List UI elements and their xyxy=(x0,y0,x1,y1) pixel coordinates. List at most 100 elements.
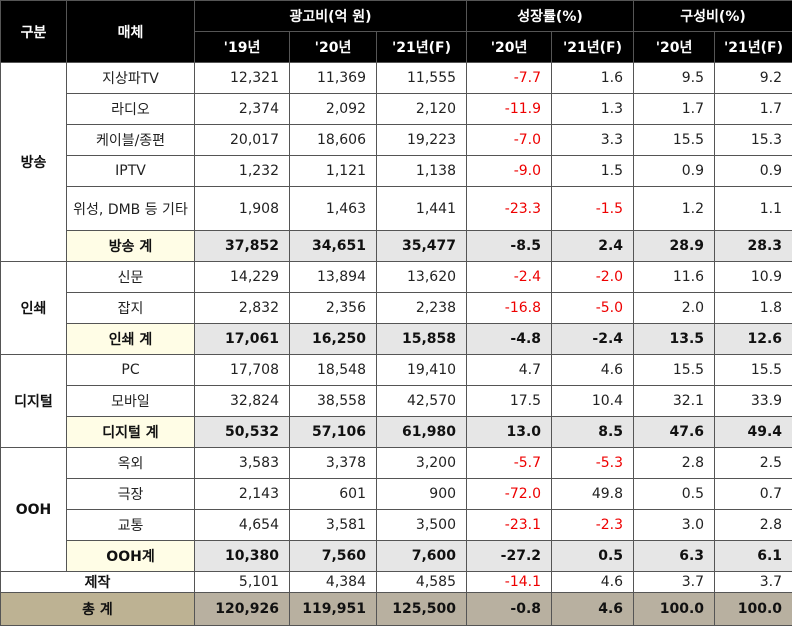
year-header: '21년(F) xyxy=(375,31,468,63)
value-cell: 3,500 xyxy=(375,509,468,541)
value-cell: 1,121 xyxy=(289,155,377,187)
value-cell: 12,321 xyxy=(194,62,290,94)
media-label: 옥외 xyxy=(66,447,195,479)
value-cell: -7.0 xyxy=(466,124,553,156)
value-cell: -8.5 xyxy=(466,230,553,262)
share-header: 구성비(%) xyxy=(633,0,792,32)
subtotal-row: OOH계 10,380 7,560 7,600 -27.2 0.5 6.3 6.1 xyxy=(1,540,792,572)
value-cell: 4,654 xyxy=(194,509,290,541)
media-label: 극장 xyxy=(66,478,195,510)
value-cell: 120,926 xyxy=(194,592,290,626)
value-cell: -7.7 xyxy=(466,62,553,94)
value-cell: 0.9 xyxy=(714,155,792,187)
value-cell: 3,378 xyxy=(289,447,377,479)
value-cell: 3,583 xyxy=(194,447,290,479)
value-cell: 1.6 xyxy=(551,62,635,94)
subtotal-row: 방송 계 37,852 34,651 35,477 -8.5 2.4 28.9 28.3 xyxy=(1,230,792,262)
category-label: OOH xyxy=(0,447,67,572)
growth-header: 성장률(%) xyxy=(466,0,635,32)
value-cell: 2.0 xyxy=(633,292,716,324)
value-cell: 1,908 xyxy=(194,186,290,231)
value-cell: 900 xyxy=(375,478,468,510)
subtotal-label: 디지털 계 xyxy=(66,416,195,448)
value-cell: 1,232 xyxy=(194,155,290,187)
value-cell: -1.5 xyxy=(551,186,635,231)
value-cell: 2,092 xyxy=(289,93,377,125)
value-cell: 1,138 xyxy=(375,155,468,187)
value-cell: 119,951 xyxy=(289,592,377,626)
value-cell: 13.5 xyxy=(633,323,716,355)
value-cell: -72.0 xyxy=(466,478,553,510)
value-cell: 32.1 xyxy=(633,385,716,417)
value-cell: 0.5 xyxy=(551,540,635,572)
year-header: '20년 xyxy=(466,31,553,63)
value-cell: -2.0 xyxy=(551,261,635,293)
year-header: '19년 xyxy=(194,31,290,63)
value-cell: -14.1 xyxy=(466,571,553,593)
media-label: IPTV xyxy=(66,155,195,187)
category-header: 구분 xyxy=(0,0,67,63)
value-cell: 9.2 xyxy=(714,62,792,94)
value-cell: 6.1 xyxy=(714,540,792,572)
table-row: 케이블/종편 20,017 18,606 19,223 -7.0 3.3 15.5 15.3 xyxy=(1,124,792,156)
year-header: '20년 xyxy=(633,31,716,63)
value-cell: 11,369 xyxy=(289,62,377,94)
value-cell: 10.9 xyxy=(714,261,792,293)
value-cell: 49.4 xyxy=(714,416,792,448)
table-row: IPTV 1,232 1,121 1,138 -9.0 1.5 0.9 0.9 xyxy=(1,155,792,187)
category-label: 인쇄 xyxy=(0,261,67,355)
value-cell: 3.7 xyxy=(633,571,716,593)
value-cell: 15.3 xyxy=(714,124,792,156)
year-header: '20년 xyxy=(289,31,377,63)
value-cell: 17,061 xyxy=(194,323,290,355)
value-cell: 4.7 xyxy=(466,354,553,386)
value-cell: 1.5 xyxy=(551,155,635,187)
value-cell: 1.2 xyxy=(633,186,716,231)
value-cell: 4.6 xyxy=(551,354,635,386)
media-label: 위성, DMB 등 기타 xyxy=(66,186,195,231)
category-label: 디지털 xyxy=(0,354,67,448)
value-cell: 3,581 xyxy=(289,509,377,541)
year-header: '21년(F) xyxy=(551,31,635,63)
value-cell: 1,441 xyxy=(375,186,468,231)
value-cell: 28.3 xyxy=(714,230,792,262)
value-cell: 37,852 xyxy=(194,230,290,262)
value-cell: 11.6 xyxy=(633,261,716,293)
value-cell: 57,106 xyxy=(289,416,377,448)
value-cell: 19,223 xyxy=(375,124,468,156)
value-cell: 50,532 xyxy=(194,416,290,448)
subtotal-row: 디지털 계 50,532 57,106 61,980 13.0 8.5 47.6 49.4 xyxy=(1,416,792,448)
value-cell: -27.2 xyxy=(466,540,553,572)
value-cell: 5,101 xyxy=(194,571,290,593)
value-cell: -5.0 xyxy=(551,292,635,324)
value-cell: 4,585 xyxy=(375,571,468,593)
subtotal-label: 인쇄 계 xyxy=(66,323,195,355)
value-cell: 8.5 xyxy=(551,416,635,448)
media-label: 모바일 xyxy=(66,385,195,417)
value-cell: 18,548 xyxy=(289,354,377,386)
value-cell: 16,250 xyxy=(289,323,377,355)
media-label: 케이블/종편 xyxy=(66,124,195,156)
ad-spend-header: 광고비(억 원) xyxy=(193,0,468,32)
subtotal-label: 방송 계 xyxy=(66,230,195,262)
value-cell: 3.3 xyxy=(551,124,635,156)
value-cell: 0.9 xyxy=(633,155,716,187)
value-cell: 3.0 xyxy=(633,509,716,541)
grand-total-label: 총 계 xyxy=(0,592,195,626)
value-cell: -2.3 xyxy=(551,509,635,541)
value-cell: 13.0 xyxy=(466,416,553,448)
value-cell: -2.4 xyxy=(551,323,635,355)
value-cell: 42,570 xyxy=(375,385,468,417)
value-cell: 2,832 xyxy=(194,292,290,324)
value-cell: -9.0 xyxy=(466,155,553,187)
value-cell: 17,708 xyxy=(194,354,290,386)
value-cell: 2.8 xyxy=(633,447,716,479)
value-cell: 49.8 xyxy=(551,478,635,510)
value-cell: 34,651 xyxy=(289,230,377,262)
value-cell: 2.4 xyxy=(551,230,635,262)
media-label: 지상파TV xyxy=(66,62,195,94)
media-label: PC xyxy=(66,354,195,386)
value-cell: 601 xyxy=(289,478,377,510)
value-cell: 100.0 xyxy=(714,592,792,626)
value-cell: 125,500 xyxy=(375,592,468,626)
